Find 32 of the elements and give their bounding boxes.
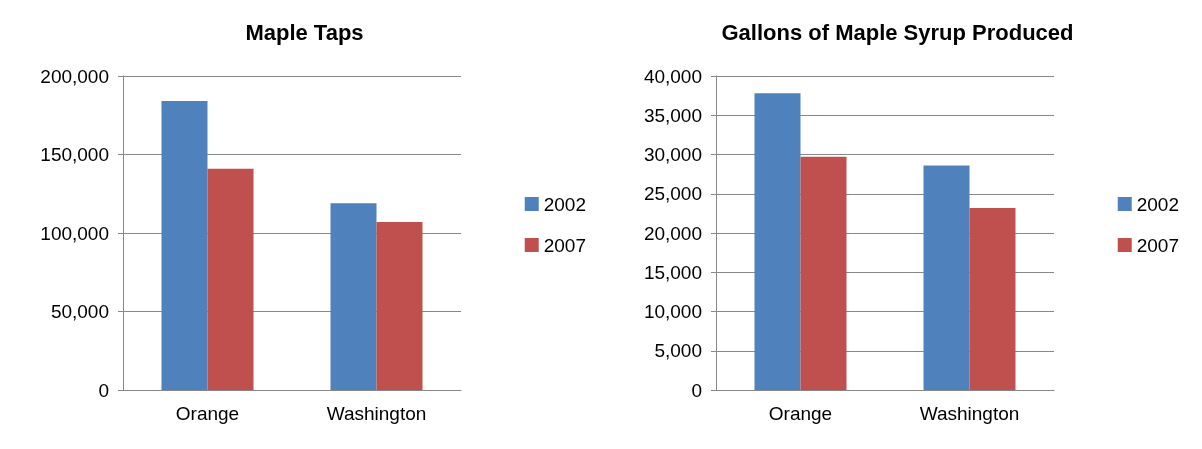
bar xyxy=(923,165,970,390)
y-tick-label: 0 xyxy=(691,379,702,401)
legend-label: 2007 xyxy=(1136,234,1180,256)
chart-title: Maple Taps xyxy=(245,19,364,45)
y-tick-label: 35,000 xyxy=(643,104,702,126)
y-tick-label: 10,000 xyxy=(643,301,702,322)
y-tick-label: 50,000 xyxy=(50,301,109,322)
bar xyxy=(800,156,847,390)
y-tick-label: 20,000 xyxy=(643,222,702,244)
y-tick-label: 100,000 xyxy=(40,222,109,244)
x-tick-label: Orange xyxy=(175,403,240,424)
bar xyxy=(376,222,423,390)
bar xyxy=(161,101,208,390)
y-tick-label: 0 xyxy=(98,379,109,401)
bar xyxy=(330,203,377,390)
x-tick-label: Orange xyxy=(768,403,833,424)
bar xyxy=(969,207,1016,390)
y-tick-label: 25,000 xyxy=(643,183,702,205)
bar xyxy=(754,93,801,390)
legend-label: 2002 xyxy=(543,193,587,215)
y-tick-label: 30,000 xyxy=(643,144,702,165)
chart-title: Gallons of Maple Syrup Produced xyxy=(721,19,1074,45)
bar xyxy=(207,168,254,390)
y-tick-label: 5,000 xyxy=(654,340,702,362)
x-tick-label: Washington xyxy=(326,403,427,424)
y-tick-label: 15,000 xyxy=(643,261,702,283)
y-tick-label: 40,000 xyxy=(643,65,702,87)
legend-label: 2002 xyxy=(1136,193,1180,215)
x-tick-label: Washington xyxy=(919,403,1020,424)
y-tick-label: 150,000 xyxy=(40,144,109,165)
y-tick-label: 200,000 xyxy=(40,65,109,87)
legend-label: 2007 xyxy=(543,234,587,256)
